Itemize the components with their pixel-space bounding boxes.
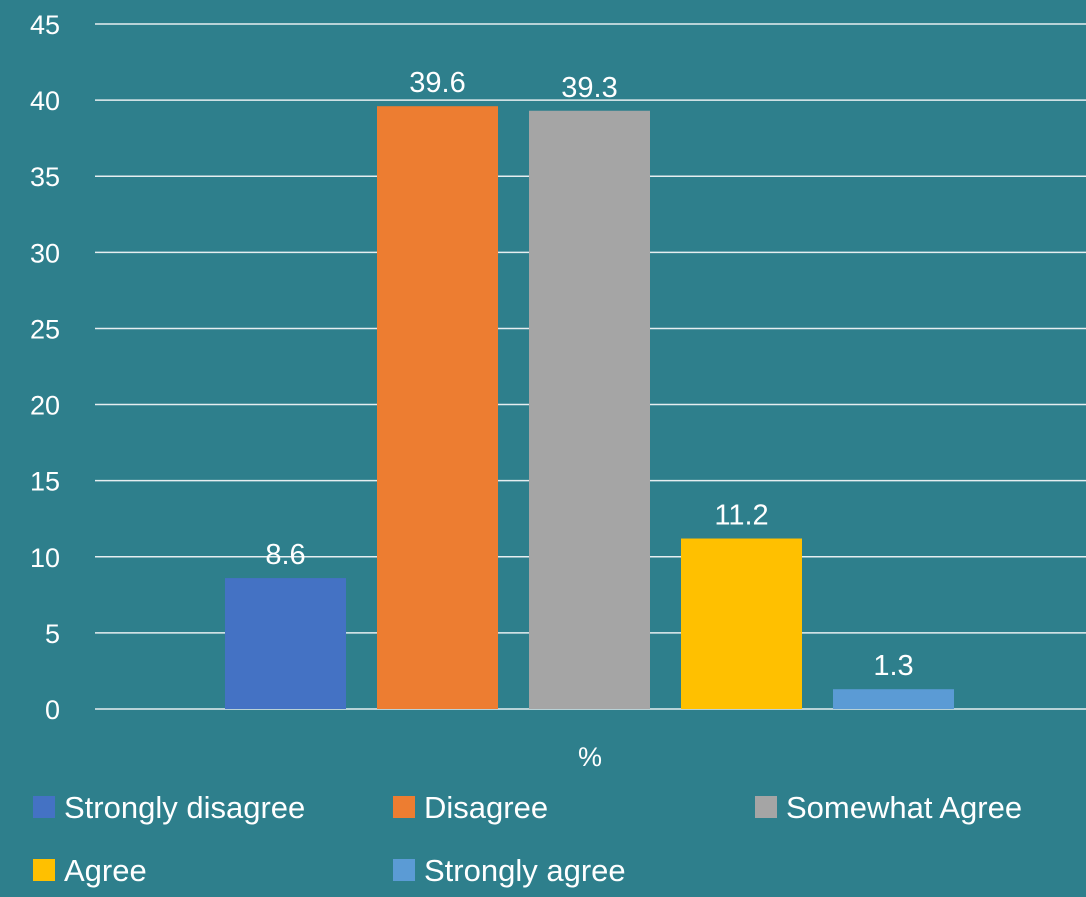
- y-tick-label-15: 15: [30, 467, 60, 497]
- y-tick-label-5: 5: [45, 619, 60, 649]
- bar-somewhat-agree: [529, 110, 650, 710]
- legend: Strongly disagree Disagree Somewhat Agree A…: [33, 790, 1022, 888]
- legend-swatch-strongly-disagree: [33, 796, 55, 818]
- data-label-agree: 11.2: [714, 500, 768, 532]
- legend-label-somewhat-agree: Somewhat Agree: [786, 790, 1022, 825]
- y-tick-label-30: 30: [30, 238, 60, 268]
- data-labels: 8.6 39.6 39.3 11.2 1.3: [265, 67, 913, 682]
- y-tick-label-40: 40: [30, 86, 60, 116]
- bars: [225, 106, 954, 710]
- x-category-label: %: [578, 742, 602, 772]
- data-label-disagree: 39.6: [409, 67, 465, 99]
- y-tick-label-35: 35: [30, 162, 60, 192]
- legend-swatch-agree: [33, 859, 55, 881]
- legend-label-agree: Agree: [64, 853, 147, 888]
- legend-swatch-disagree: [393, 796, 415, 818]
- legend-swatch-strongly-agree: [393, 859, 415, 881]
- y-tick-label-20: 20: [30, 391, 60, 421]
- legend-swatch-somewhat-agree: [755, 796, 777, 818]
- y-tick-label-45: 45: [30, 10, 60, 40]
- data-label-somewhat-agree: 39.3: [561, 72, 617, 104]
- y-tick-label-0: 0: [45, 695, 60, 725]
- bar-disagree: [377, 106, 498, 709]
- data-label-strongly-disagree: 8.6: [265, 539, 305, 571]
- legend-label-strongly-agree: Strongly agree: [424, 853, 626, 888]
- legend-label-disagree: Disagree: [424, 790, 548, 825]
- y-axis-ticks: 0 5 10 15 20 25 30 35 40 45: [30, 10, 60, 725]
- legend-label-strongly-disagree: Strongly disagree: [64, 790, 305, 825]
- bar-strongly-agree: [833, 689, 954, 709]
- data-label-strongly-agree: 1.3: [873, 650, 913, 682]
- bar-strongly-disagree: [225, 578, 346, 709]
- y-tick-label-25: 25: [30, 314, 60, 344]
- bar-agree: [681, 538, 802, 709]
- y-tick-label-10: 10: [30, 543, 60, 573]
